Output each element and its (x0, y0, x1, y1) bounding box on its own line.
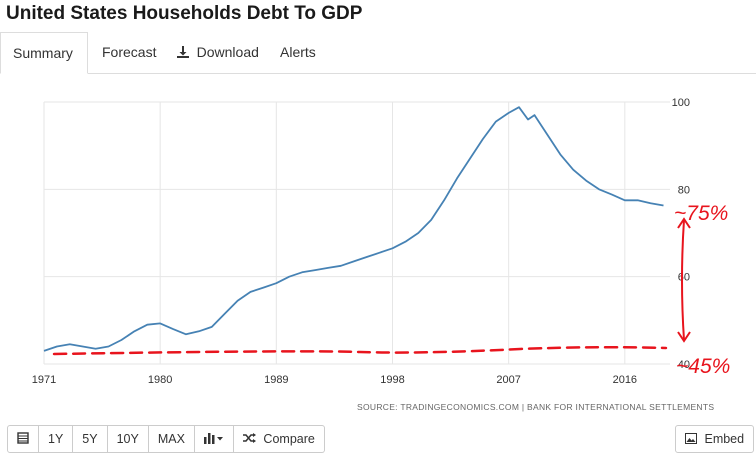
tab-alerts-label: Alerts (280, 44, 316, 60)
embed-label: Embed (704, 432, 745, 446)
annotation-high: ~75% (674, 202, 728, 225)
tab-download[interactable]: Download (165, 32, 271, 73)
y-tick-label: 40 (678, 359, 690, 371)
chart: 1971 1980 1989 1998 2007 2016 40 60 80 100 ~75% ~45… (32, 97, 731, 386)
tab-bar: Summary Forecast Download Alerts (0, 32, 756, 74)
tab-summary-label: Summary (13, 45, 73, 61)
shuffle-icon (242, 432, 263, 446)
series-line (43, 106, 664, 352)
y-tick-label: 60 (678, 272, 690, 284)
source-note: SOURCE: TRADINGECONOMICS.COM | BANK FOR … (357, 402, 715, 412)
compare-label: Compare (263, 432, 315, 446)
x-tick-label: 1971 (32, 374, 56, 386)
x-tick-label: 2007 (496, 374, 520, 386)
annotation-low: ~45% (676, 355, 730, 378)
calendar-icon (17, 432, 29, 446)
x-tick-label: 1989 (264, 374, 288, 386)
annotation-arrow-head-up (677, 217, 691, 229)
compare-button[interactable]: Compare (233, 425, 325, 453)
y-tick-label: 100 (672, 97, 690, 109)
annotation-dashed-baseline (52, 345, 668, 356)
x-tick-label: 1980 (148, 374, 172, 386)
image-icon (685, 432, 704, 446)
x-tick-label: 2016 (613, 374, 637, 386)
tab-forecast[interactable]: Forecast (90, 32, 168, 73)
download-icon (177, 45, 193, 60)
range-10y-button[interactable]: 10Y (107, 425, 149, 453)
page-title: United States Households Debt To GDP (6, 3, 363, 24)
annotation-arrow-head-down (677, 331, 691, 343)
range-1y-button[interactable]: 1Y (39, 425, 74, 453)
tab-forecast-label: Forecast (102, 44, 157, 60)
tab-download-label: Download (196, 44, 259, 60)
range-max-button[interactable]: MAX (148, 425, 195, 453)
range-5y-button[interactable]: 5Y (73, 425, 108, 453)
calendar-button[interactable] (7, 425, 39, 453)
tab-summary[interactable]: Summary (0, 32, 88, 74)
chart-type-button[interactable] (194, 425, 234, 453)
embed-button[interactable]: Embed (675, 425, 755, 453)
range-toolbar: 1Y 5Y 10Y MAX Compare (7, 425, 325, 453)
bar-chart-icon (203, 432, 224, 446)
tab-alerts[interactable]: Alerts (268, 32, 328, 73)
y-tick-label: 80 (678, 184, 690, 196)
annotation-arrow-line (681, 219, 685, 341)
x-tick-label: 1998 (380, 374, 404, 386)
